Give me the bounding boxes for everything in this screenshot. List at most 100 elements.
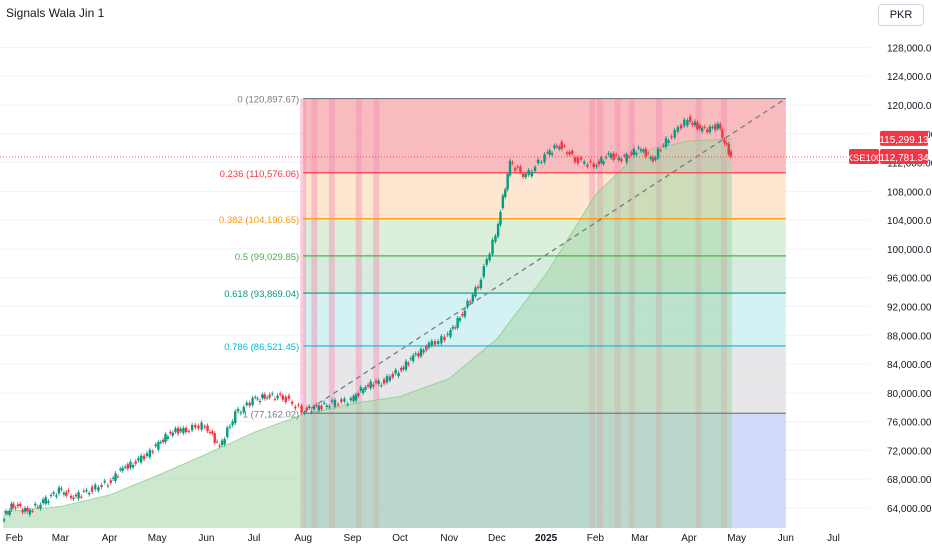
candle-body	[402, 367, 405, 370]
candle-body	[519, 166, 522, 173]
candle-body	[206, 425, 209, 432]
candle-body	[44, 497, 47, 504]
candle-body	[228, 426, 232, 428]
candle-body	[714, 124, 717, 131]
candle-body	[82, 490, 86, 492]
candle-body	[119, 468, 122, 470]
candle-body	[325, 405, 328, 408]
candle-body	[508, 160, 512, 176]
candle-body	[635, 152, 638, 155]
candle-body	[129, 461, 132, 468]
last-price-bg	[880, 148, 928, 164]
candle-body	[297, 404, 300, 406]
candle-body	[716, 123, 720, 129]
x-tick-label: Sep	[344, 533, 362, 544]
candles	[2, 114, 733, 523]
candle-body	[400, 368, 403, 371]
candle-body	[352, 395, 355, 402]
candle-body	[476, 286, 480, 289]
candle-body	[693, 121, 697, 126]
candle-body	[330, 400, 334, 402]
candle-body	[60, 488, 63, 490]
candle-body	[80, 496, 83, 498]
candle-body	[328, 406, 331, 408]
candle-body	[468, 301, 472, 303]
candle-body	[711, 127, 714, 129]
x-tick-label: Nov	[440, 533, 458, 544]
candle-body	[679, 125, 683, 129]
candle-body	[276, 395, 279, 399]
candle-body	[440, 336, 443, 344]
candle-body	[627, 156, 631, 158]
candle-body	[560, 141, 563, 150]
candle-body	[300, 405, 303, 413]
y-tick-label: 120,000.00	[887, 101, 932, 112]
candle-body	[625, 154, 628, 163]
candle-body	[317, 405, 321, 411]
candle-body	[698, 124, 701, 129]
currency-button[interactable]: PKR	[878, 4, 924, 26]
candle-body	[612, 153, 615, 160]
candle-body	[315, 404, 318, 406]
candle-body	[419, 348, 423, 357]
x-tick-label: Apr	[102, 533, 118, 544]
candle-body	[245, 402, 248, 406]
candle-body	[501, 195, 505, 208]
candle-body	[31, 510, 34, 512]
candle-body	[729, 151, 733, 157]
candle-body	[28, 509, 32, 515]
x-tick-label: 2025	[535, 533, 558, 544]
candle-body	[106, 485, 110, 487]
candle-body	[563, 146, 566, 148]
candle-body	[466, 300, 469, 308]
candle-body	[254, 396, 257, 398]
x-tick-label: Aug	[294, 533, 312, 544]
candle-body	[427, 342, 431, 348]
candle-body	[36, 506, 40, 508]
candle-body	[583, 161, 586, 164]
ma-price-tag: 115,299.13	[879, 130, 929, 146]
candle-body	[242, 406, 246, 413]
candle-body	[397, 372, 400, 377]
fib-level-label: 0.786 (86,521.45)	[224, 342, 299, 353]
candle-body	[374, 380, 378, 383]
fib-level-label: 0 (120,897.67)	[237, 95, 299, 106]
candle-body	[391, 373, 394, 378]
candle-body	[187, 431, 191, 433]
candle-body	[536, 159, 540, 164]
candle-body	[305, 407, 309, 411]
candle-body	[248, 402, 251, 406]
candle-body	[485, 259, 488, 265]
x-tick-label: Jun	[778, 533, 794, 544]
fib-level-label: 0.382 (104,190.65)	[219, 215, 299, 226]
ma-price-bg	[880, 130, 928, 146]
candle-body	[417, 353, 420, 357]
candle-body	[294, 406, 297, 409]
candle-body	[39, 504, 42, 509]
candle-body	[223, 438, 226, 445]
candle-body	[499, 211, 502, 225]
candle-body	[504, 189, 507, 197]
candle-body	[256, 398, 259, 400]
fib-level-label: 0.236 (110,576.06)	[220, 169, 300, 180]
candle-body	[411, 355, 415, 362]
candle-body	[366, 384, 370, 387]
x-tick-label: Mar	[52, 533, 70, 544]
candle-body	[10, 503, 13, 510]
candle-body	[137, 458, 140, 461]
candle-body	[161, 439, 165, 443]
candle-body	[169, 431, 172, 434]
candle-body	[602, 161, 605, 164]
candle-body	[686, 120, 689, 126]
candle-body	[632, 148, 636, 155]
fib-level-label: 1 (77,162.02)	[243, 409, 300, 420]
signal-highlight	[300, 98, 307, 529]
candle-body	[157, 442, 160, 450]
candle-body	[696, 122, 699, 129]
candle-body	[463, 310, 467, 317]
candle-body	[62, 492, 66, 495]
candle-body	[683, 119, 686, 126]
candle-body	[506, 173, 509, 190]
candle-body	[123, 466, 127, 468]
